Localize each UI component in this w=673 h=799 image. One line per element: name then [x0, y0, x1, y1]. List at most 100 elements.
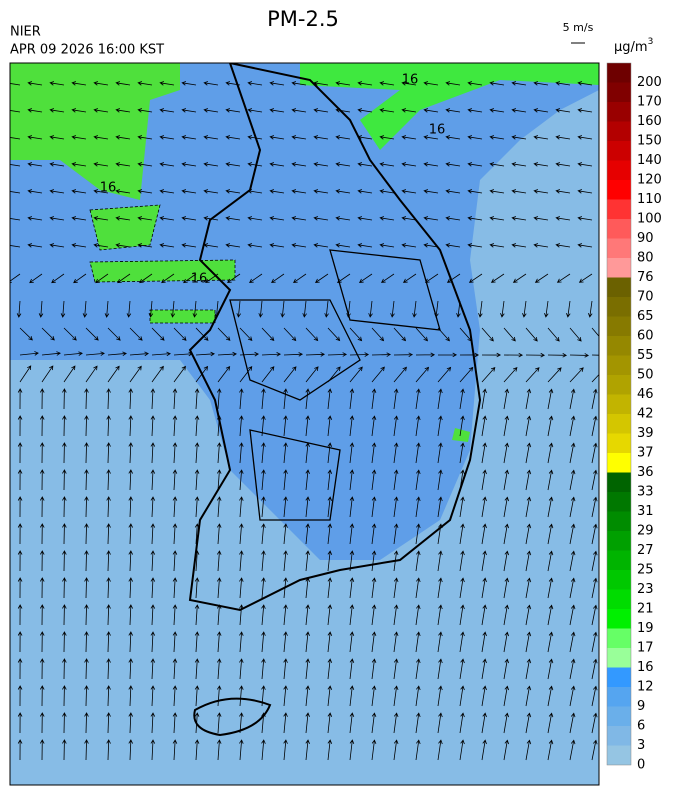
wind-arrow: [84, 685, 89, 707]
wind-arrow: [283, 550, 288, 572]
wind-arrow: [349, 685, 355, 707]
wind-arrow: [216, 523, 222, 545]
wind-arrow: [137, 108, 153, 113]
wind-arrow: [481, 366, 496, 383]
wind-arrow: [161, 273, 175, 284]
wind-arrow: [459, 712, 465, 734]
colorbar-label: 90: [637, 231, 654, 246]
wind-arrow: [511, 216, 527, 221]
wind-arrow: [401, 108, 417, 113]
wind-arrow: [283, 577, 288, 599]
wind-arrow: [489, 135, 505, 140]
wind-arrow: [423, 135, 439, 140]
wind-arrow: [357, 81, 373, 86]
map: 16 16 16 16: [9, 62, 600, 786]
wind-arrow: [555, 81, 571, 86]
colorbar-label: 65: [637, 309, 654, 324]
wind-arrow: [84, 496, 89, 518]
wind-arrow: [445, 81, 461, 86]
wind-arrow: [349, 469, 355, 491]
wind-arrow: [503, 658, 510, 680]
colorbar-label: 55: [637, 348, 654, 363]
wind-arrow: [349, 631, 355, 653]
wind-arrow: [194, 442, 200, 464]
wind-arrow: [305, 352, 326, 357]
wind-arrow: [459, 631, 465, 653]
wind-arrow: [49, 216, 65, 221]
wind-arrow: [10, 243, 21, 248]
wind-arrow: [17, 739, 23, 761]
wind-arrow: [239, 658, 244, 680]
wind-arrow: [569, 631, 576, 653]
wind-arrow: [371, 658, 377, 680]
wind-arrow: [358, 273, 373, 283]
wind-arrow: [247, 189, 263, 194]
colorbar-label: 70: [637, 290, 654, 305]
wind-arrow: [437, 604, 443, 626]
wind-arrow: [150, 523, 156, 545]
wind-arrow: [503, 712, 510, 734]
wind-arrow: [93, 216, 109, 221]
wind-arrow: [203, 135, 219, 140]
wind-arrow: [503, 469, 510, 491]
wind-arrow: [415, 352, 436, 358]
wind-arrow: [93, 162, 109, 167]
colorbar-label: 6: [637, 719, 645, 734]
wind-arrow: [84, 631, 89, 653]
wind-arrow: [569, 327, 582, 342]
wind-arrow: [106, 685, 111, 707]
wind-arrow: [216, 577, 222, 599]
wind-arrow: [106, 658, 111, 680]
wind-arrow: [525, 388, 532, 410]
wind-arrow: [503, 631, 510, 653]
wind-arrow: [39, 658, 45, 680]
wind-arrow: [214, 300, 220, 318]
wind-arrow: [115, 135, 131, 140]
wind-arrow: [481, 604, 487, 626]
wind-arrow: [415, 523, 421, 545]
colorbar-segment: [607, 316, 631, 336]
wind-arrow: [71, 108, 87, 113]
title: PM-2.5: [267, 7, 339, 31]
colorbar-segment: [607, 550, 631, 570]
wind-arrow: [522, 300, 527, 318]
wind-arrow: [239, 442, 244, 464]
wind-arrow: [49, 189, 65, 194]
wind-arrow: [335, 216, 351, 221]
wind-arrow: [371, 415, 377, 437]
colorbar-segment: [607, 277, 631, 297]
wind-arrow: [172, 550, 178, 572]
wind-arrow: [327, 631, 333, 653]
wind-arrow: [41, 351, 61, 356]
wind-arrow: [128, 550, 133, 572]
wind-arrow: [415, 685, 421, 707]
wind-arrow: [393, 523, 399, 545]
wind-arrow: [283, 739, 288, 761]
wind-arrow: [393, 496, 399, 518]
colorbar-label: 120: [637, 173, 662, 188]
colorbar-label: 17: [637, 641, 654, 656]
wind-arrow: [10, 216, 21, 221]
wind-arrow: [172, 523, 178, 545]
wind-arrow: [379, 189, 395, 194]
colorbar-segment: [607, 141, 631, 161]
wind-arrow: [216, 604, 222, 626]
colorbar-segment: [607, 492, 631, 512]
colorbar-label: 200: [637, 75, 662, 90]
wind-arrow: [569, 415, 576, 437]
wind-arrow: [106, 631, 111, 653]
wind-arrow: [216, 388, 222, 410]
wind-arrow: [128, 442, 133, 464]
wind-arrow: [62, 469, 67, 491]
wind-arrow: [115, 162, 131, 167]
wind-arrow: [62, 577, 67, 599]
wind-arrow: [216, 712, 222, 734]
wind-arrow: [283, 631, 288, 653]
wind-arrow: [327, 577, 333, 599]
contour-label: 16: [191, 272, 208, 287]
wind-arrow: [437, 577, 443, 599]
wind-arrow: [194, 658, 200, 680]
wind-arrow: [349, 577, 355, 599]
wind-arrow: [150, 658, 156, 680]
wind-arrow: [371, 327, 385, 342]
